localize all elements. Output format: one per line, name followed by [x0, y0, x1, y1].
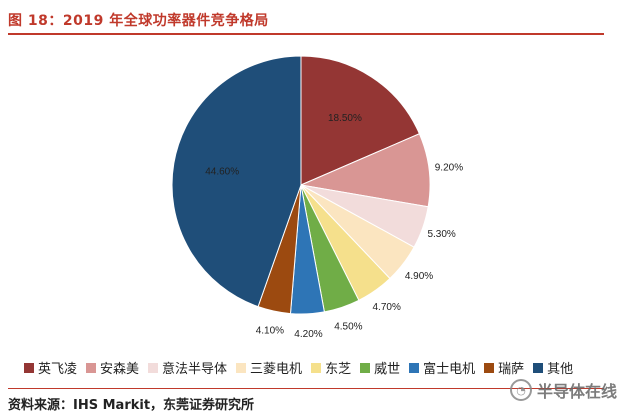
legend-item-4: 东芝	[311, 358, 351, 377]
legend-swatch	[409, 362, 420, 373]
legend-swatch	[533, 362, 544, 373]
legend-label: 威世	[374, 362, 401, 377]
legend-label: 三菱电机	[250, 362, 303, 377]
legend-swatch	[484, 362, 495, 373]
legend-swatch	[236, 362, 247, 373]
legend-label: 安森美	[100, 362, 140, 377]
watermark: ◔ 半导体在线	[510, 378, 617, 402]
slice-label-5: 4.50%	[334, 321, 362, 332]
pie-slice-0	[300, 55, 421, 186]
source-text: 资料来源：IHS Markit，东莞证券研究所	[8, 398, 255, 413]
legend-item-2: 意法半导体	[148, 358, 227, 377]
title-divider	[8, 33, 604, 35]
legend-item-1: 安森美	[86, 358, 139, 377]
source-note: 资料来源：IHS Markit，东莞证券研究所	[8, 394, 254, 413]
legend-swatch	[311, 362, 322, 373]
slice-label-2: 5.30%	[427, 229, 455, 240]
slice-label-4: 4.70%	[372, 302, 400, 313]
legend-label: 意法半导体	[162, 362, 228, 377]
legend-label: 其他	[547, 362, 574, 377]
slice-label-6: 4.20%	[294, 329, 322, 340]
legend-item-3: 三菱电机	[236, 358, 302, 377]
pie-labels: 18.50% 9.20% 5.30% 4.90% 4.70% 4.50% 4.20% 4.10…	[205, 113, 463, 340]
legend-swatch	[360, 362, 371, 373]
legend-item-8: 其他	[533, 358, 573, 377]
legend-swatch	[148, 362, 159, 373]
pie-slice-8	[171, 55, 302, 308]
legend-item-7: 瑞萨	[484, 358, 524, 377]
slice-label-1: 9.20%	[435, 162, 463, 173]
slice-label-7: 4.10%	[256, 326, 284, 337]
legend-label: 英飞凌	[38, 362, 78, 377]
wechat-icon: ◔	[510, 379, 532, 401]
legend-label: 瑞萨	[498, 362, 525, 377]
legend-item-0: 英飞凌	[24, 358, 77, 377]
slice-label-0: 18.50%	[328, 113, 362, 124]
chart-legend: 英飞凌 安森美 意法半导体 三菱电机 东芝 威世 富士电机 瑞萨 其他	[24, 358, 624, 377]
legend-swatch	[24, 362, 34, 373]
legend-item-6: 富士电机	[409, 358, 475, 377]
legend-label: 富士电机	[423, 362, 476, 377]
legend-item-5: 威世	[360, 358, 400, 377]
watermark-text: 半导体在线	[537, 382, 618, 401]
legend-swatch	[86, 362, 97, 373]
legend-label: 东芝	[325, 362, 352, 377]
figure-title: 图 18：2019 年全球功率器件竞争格局	[8, 13, 269, 29]
pie-chart: 18.50% 9.20% 5.30% 4.90% 4.70% 4.50% 4.20% 4.10…	[171, 55, 463, 340]
pie-slices	[171, 55, 431, 315]
slice-label-3: 4.90%	[405, 271, 433, 282]
slice-label-8: 44.60%	[205, 166, 239, 177]
source-divider	[8, 388, 604, 389]
